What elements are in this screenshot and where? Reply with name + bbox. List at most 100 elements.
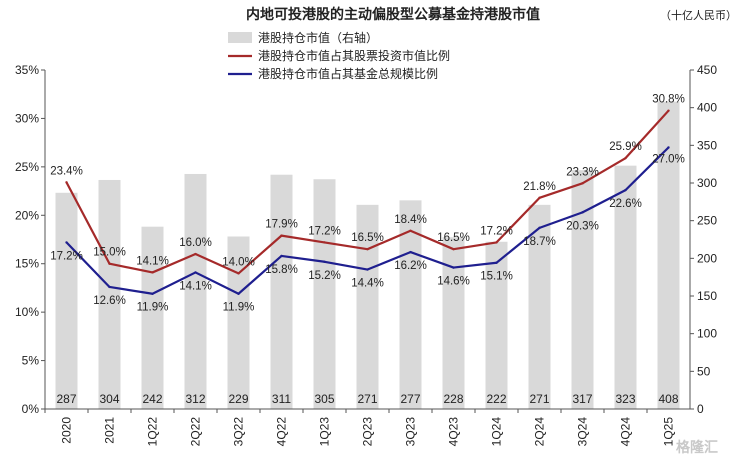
series-data-label: 16.2% [394,260,427,272]
right-tick-label: 50 [697,364,711,378]
x-tick-label: 4Q22 [275,417,289,447]
x-tick-label: 2020 [60,417,74,444]
series-point [538,226,541,230]
series-data-label: 20.3% [566,220,599,232]
series-data-label: 11.9% [137,302,169,314]
right-tick-label: 450 [697,63,717,77]
chart-title: 内地可投港股的主动偏股型公募基金持港股市值 [246,6,540,22]
series-data-label: 18.7% [523,236,556,248]
bar [184,173,207,409]
series-data-label: 14.1% [136,255,169,267]
series-point [667,146,670,149]
series-data-label: 16.5% [437,232,470,244]
series-data-label: 22.6% [609,198,642,210]
x-tick-label: 4Q24 [619,417,633,447]
bar-value-label: 317 [572,392,592,406]
bar-value-label: 277 [400,392,420,406]
series-data-label: 14.4% [351,278,384,290]
series-point [452,266,455,269]
legend-label: 港股持仓市值（右轴） [258,30,378,45]
series-data-label: 16.5% [351,232,384,244]
bar [227,236,250,409]
bar-value-label: 305 [314,392,334,406]
bar-value-label: 312 [185,392,205,406]
series-data-label: 27.0% [652,153,685,165]
series-data-label: 15.2% [308,270,341,282]
bar-value-label: 311 [272,392,291,406]
series-data-label: 15.8% [265,264,298,276]
series-point [151,292,154,295]
line-group [65,109,670,295]
bar-value-label: 304 [99,392,119,406]
series-data-label: 14.6% [437,276,470,288]
legend-label: 港股持仓市值占其股票投资市值比例 [258,48,450,63]
left-tick-label: 10% [15,305,39,319]
right-tick-label: 150 [697,289,717,303]
series-point [65,241,68,244]
x-tick-label: 4Q23 [447,417,461,447]
series-data-label: 21.8% [523,181,556,193]
x-tick-label: 2Q24 [533,417,547,447]
right-tick-label: 100 [697,327,717,341]
unit-label: （十亿人民币） [660,8,737,22]
right-tick-label: 200 [697,251,717,265]
series-point [323,260,326,263]
bar-value-label: 242 [142,392,162,406]
series-point [108,262,111,265]
series-data-label: 12.6% [93,295,126,307]
series-data-label: 16.0% [179,237,212,249]
series-data-label: 14.0% [222,256,255,268]
bar [614,165,637,409]
bar [356,204,379,409]
right-tick-label: 300 [697,176,717,190]
right-tick-label: 400 [697,101,717,115]
bar [528,204,551,409]
series-data-label: 18.4% [394,214,427,226]
x-tick-label: 2021 [103,417,117,444]
series-point [280,254,283,258]
legend: 港股持仓市值（右轴） 港股持仓市值占其股票投资市值比例港股持仓市值占其基金总规模比… [228,30,450,81]
left-tick-label: 20% [15,208,39,222]
series-data-label: 17.2% [308,225,341,237]
x-tick-label: 1Q24 [490,417,504,447]
bar-value-label: 287 [56,392,76,406]
series-point [280,234,283,237]
x-tick-label: 2Q22 [189,417,203,447]
series-point [366,268,369,271]
series-data-label: 11.9% [223,302,255,314]
series-point [495,261,498,264]
left-tick-label: 30% [15,111,39,125]
legend-swatch-bar [228,32,252,43]
series-data-label: 30.8% [652,94,685,106]
bar-value-label: 323 [615,392,635,406]
series-data-label: 15.1% [480,271,513,283]
data-label-group: 287 304 242 312 229 311 305 271 277 228 222 271 317 3… [50,94,685,406]
watermark: 格隆汇 [676,439,718,455]
legend-label: 港股持仓市值占其基金总规模比例 [258,66,438,81]
series-data-label: 23.3% [566,166,599,178]
series-point [409,250,412,254]
bar-group [55,101,680,409]
left-tick-label: 15% [15,257,39,271]
bar [571,170,594,409]
bar-value-label: 228 [443,392,463,406]
x-tick-label: 2Q23 [361,417,375,447]
left-tick-label: 25% [15,160,39,174]
series-point [581,211,584,214]
series-data-label: 15.0% [93,247,126,259]
series-point [581,182,584,185]
axes: 0% 5% 10% 15% 20% 25% 30% 35% 0 50 100 150 200 250 300… [15,63,717,446]
bar [98,179,121,409]
series-point [366,247,369,251]
right-tick-label: 0 [697,402,704,416]
bar-value-label: 271 [357,392,377,406]
x-tick-label: 1Q23 [318,417,332,447]
series-point [108,285,111,289]
series-point [65,181,68,184]
bar-value-label: 229 [228,392,248,406]
x-tick-label: 1Q22 [146,417,160,447]
series-point [495,241,498,244]
bar [657,101,680,409]
series-point [194,252,197,256]
left-tick-label: 5% [22,354,40,368]
